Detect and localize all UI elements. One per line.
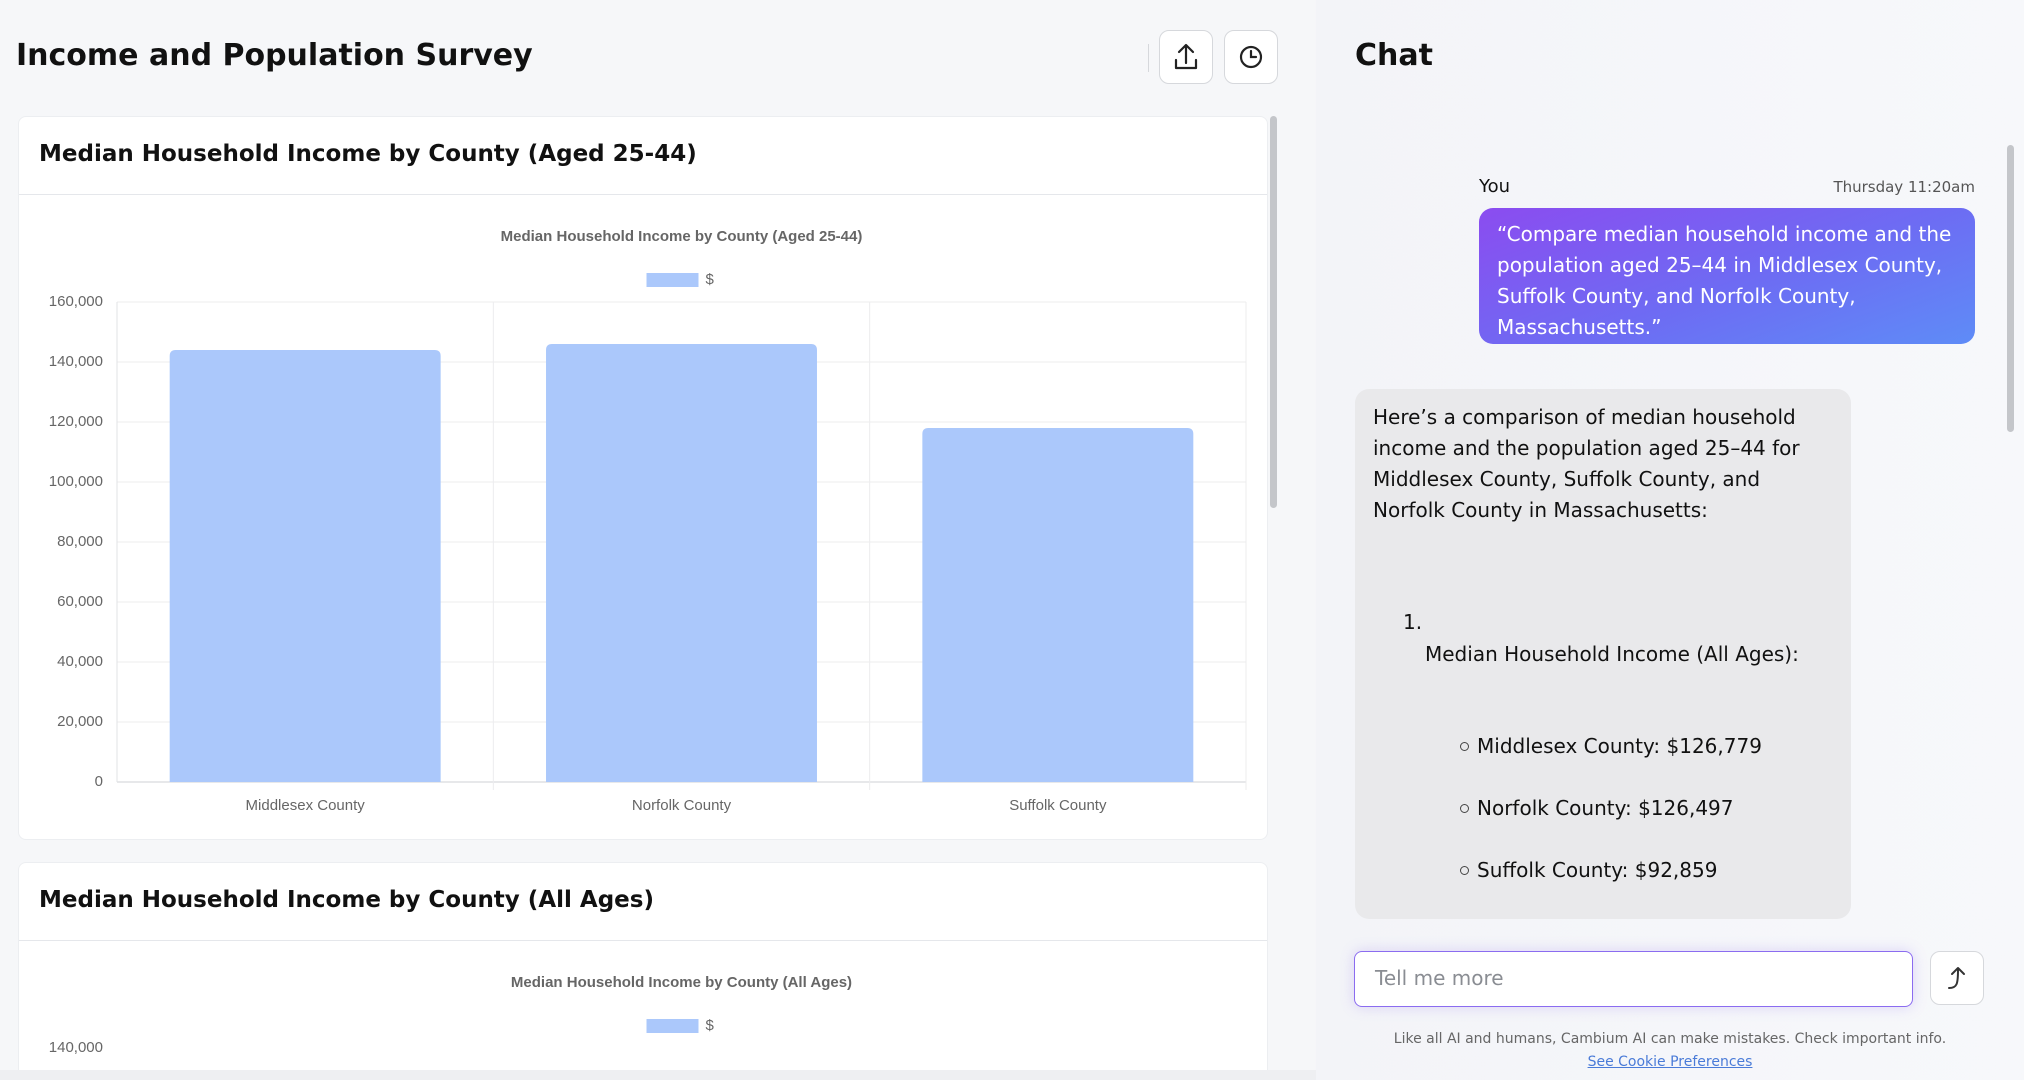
list-number: 1. [1403, 610, 1423, 634]
y-tick-label: 0 [95, 773, 103, 790]
y-tick-label: 60,000 [57, 593, 103, 610]
reply-intro: Here’s a comparison of median household … [1373, 405, 1800, 522]
bullet [1460, 866, 1469, 875]
scrollbar[interactable] [2007, 145, 2014, 432]
chat-title: Chat [1355, 38, 1433, 73]
input-placeholder: Tell me more [1375, 966, 1504, 990]
list-heading: Median Household Income (All Ages): [1425, 642, 1799, 666]
export-icon [1174, 43, 1198, 70]
card-title: Median Household Income by County (All A… [39, 887, 654, 913]
chart-card: Median Household Income by County (Aged … [18, 116, 1268, 840]
legend-swatch [646, 1019, 699, 1033]
bullet [1460, 804, 1469, 813]
list-item: Norfolk County: $126,497 [1477, 796, 1734, 820]
scrollbar[interactable] [1270, 116, 1277, 508]
disclaimer: Like all AI and humans, Cambium AI can m… [1393, 1031, 1947, 1047]
chart: Median Household Income by County (All A… [49, 974, 852, 1056]
send-button[interactable] [1930, 951, 1984, 1005]
x-tick-label: Middlesex County [246, 797, 366, 814]
y-tick-label: 160,000 [49, 293, 103, 310]
page-title: Income and Population Survey [16, 38, 533, 73]
user-message: “Compare median household income and the… [1479, 208, 1975, 344]
timestamp: Thursday 11:20am [1833, 178, 1975, 196]
separator [19, 940, 1267, 941]
x-tick-label: Norfolk County [632, 797, 732, 814]
list-item: Suffolk County: $92,859 [1477, 858, 1718, 882]
chart-title: Median Household Income by County (Aged … [501, 228, 863, 245]
x-tick-label: Suffolk County [1009, 797, 1107, 814]
assistant-message: Here’s a comparison of median household … [1355, 389, 1851, 919]
legend-label: $ [706, 271, 715, 288]
y-tick-label: 100,000 [49, 473, 103, 490]
separator [19, 194, 1267, 195]
chart-card: Median Household Income by County (All A… [18, 862, 1268, 1080]
legend-swatch [646, 273, 699, 287]
legend-label: $ [706, 1017, 715, 1034]
bar [922, 428, 1194, 782]
y-tick-label: 140,000 [49, 1039, 103, 1056]
bullet [1460, 742, 1469, 751]
sender: You [1479, 176, 1511, 197]
chat-input[interactable]: Tell me more [1354, 951, 1913, 1007]
card-title: Median Household Income by County (Aged … [39, 141, 697, 167]
export-button[interactable] [1159, 30, 1213, 84]
y-tick-label: 120,000 [49, 413, 103, 430]
bottom-bar [0, 1070, 1316, 1080]
send-icon [1948, 967, 1965, 989]
y-tick-label: 80,000 [57, 533, 103, 550]
divider [1148, 44, 1149, 72]
bar [169, 350, 441, 782]
history-icon [1239, 45, 1263, 69]
y-tick-label: 20,000 [57, 713, 103, 730]
chart: Median Household Income by County (Aged … [49, 228, 1247, 814]
y-tick-label: 40,000 [57, 653, 103, 670]
bar [546, 344, 817, 782]
history-button[interactable] [1224, 30, 1278, 84]
y-tick-label: 140,000 [49, 353, 103, 370]
chart-title: Median Household Income by County (All A… [511, 974, 852, 991]
list-item: Middlesex County: $126,779 [1477, 734, 1762, 758]
cookie-link[interactable]: See Cookie Preferences [1587, 1054, 1753, 1070]
